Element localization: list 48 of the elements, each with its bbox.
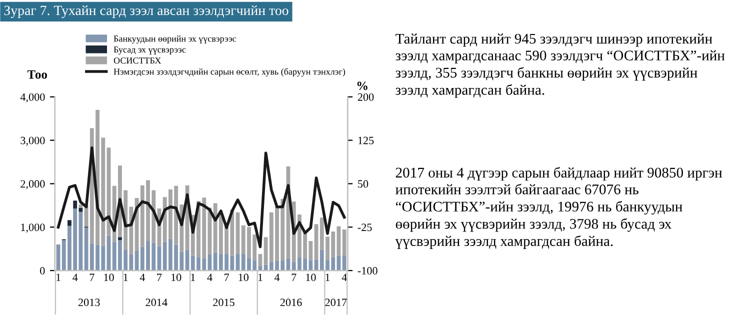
y2-tick-label: -100 — [358, 267, 378, 275]
y-tick-label: 3,000 — [20, 136, 45, 146]
legend-label: Бусад эх үүсвэрээс — [114, 46, 186, 55]
x-tick-label: 10 — [171, 274, 182, 282]
legend-label: Нэмэгдсэн зээлдэгчдийн сарын өсөлт, хувь (баруун тэнхлэг) — [114, 68, 346, 77]
line-series — [56, 146, 346, 248]
x-tick-label: 1 — [258, 274, 262, 282]
x-tick-label: 1 — [124, 274, 128, 282]
y2-tick-label: 50 — [358, 180, 368, 188]
bar — [342, 255, 346, 271]
y-tick-label: 2,000 — [20, 180, 45, 190]
y2-axis-title: % — [357, 82, 368, 90]
text: 2017 оны 4 дүгээр сарын байдлаар нийт 90850 иргэн ипотекийн зээлтэй байгаагаас 67076 нь “ОСИСТТБХ”-ийн зээлд, 19976 нь банкуудын өөрийн эх үүсвэрийн зээлд, 3798 нь бусад эх үүсвэрийн зээлд хамрагдсан байна. — [395, 167, 722, 249]
x-tick-label: 10 — [104, 274, 114, 282]
x-tick-label: 1 — [326, 274, 330, 282]
x-tick-label: 4 — [140, 274, 146, 282]
y2-tick-label: -25 — [358, 224, 372, 232]
bar — [78, 204, 83, 208]
text: 2014 — [146, 298, 168, 306]
y2-tick-label: 200 — [358, 93, 374, 101]
x-tick-label: 4 — [72, 274, 78, 282]
x-tick-label: 7 — [224, 274, 229, 282]
bar — [342, 230, 346, 256]
x-tick-label: 10 — [238, 274, 248, 282]
x-tick-label: 1 — [56, 274, 60, 282]
y-tick-label: 0 — [40, 267, 45, 275]
legend-label: ОСИСТТБХ — [114, 58, 162, 64]
legend-label: Банкуудын өөрийн эх үүсвэрээс — [114, 35, 236, 44]
text: 2015 — [213, 298, 234, 306]
chart-title: Зураг 7. Тухайн сард зээл авсан зээлдэгчийн тоо — [4, 5, 288, 18]
x-tick-label: 7 — [90, 274, 94, 282]
x-tick-label: 4 — [207, 274, 212, 282]
y-axis-title: Тоо — [27, 70, 47, 79]
x-tick-label: 4 — [274, 274, 280, 282]
bar — [118, 237, 122, 240]
bar — [68, 220, 72, 226]
x-tick-label: 4 — [342, 274, 347, 282]
x-tick-label: 7 — [157, 274, 162, 282]
text: 2017 — [325, 298, 347, 306]
y2-tick-label: 125 — [358, 136, 374, 144]
x-tick-label: 1 — [191, 274, 195, 282]
x-tick-label: 7 — [292, 274, 296, 282]
x-tick-label: 10 — [306, 274, 316, 282]
y-tick-label: 4,000 — [20, 93, 45, 102]
text: 2016 — [280, 298, 302, 306]
text: 2013 — [78, 298, 100, 306]
text: Тайлант сард нийт 945 зээлдэгч шинээр ипотекийн зээлд хамрагдсанаас 590 зээлдэгч “ОСИСТТБХ”-ийн зээлд, 355 зээлдэгч банкны өөрийн эх үүсвэрийн зээлд хамрагдсан байна. — [396, 34, 725, 98]
y-tick-label: 1,000 — [21, 224, 45, 233]
